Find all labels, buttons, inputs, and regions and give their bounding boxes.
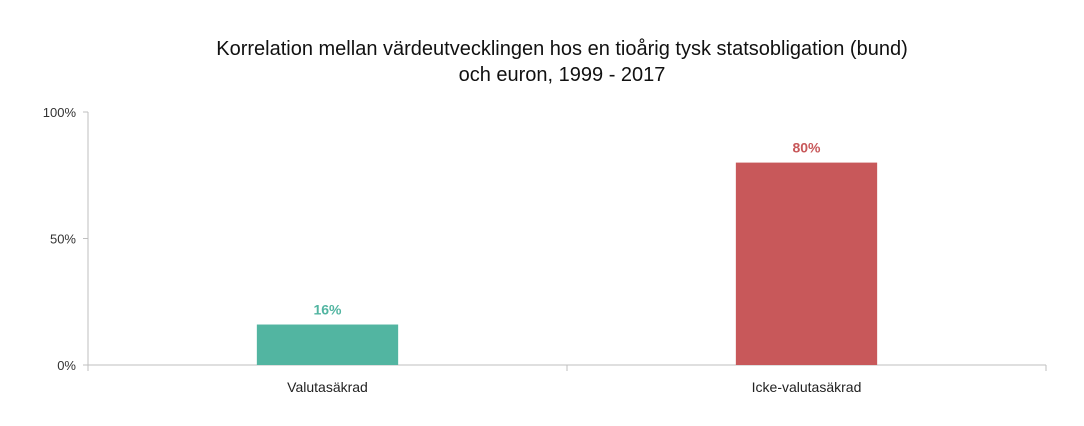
- x-category-label: Valutasäkrad: [287, 379, 368, 395]
- x-category-label: Icke-valutasäkrad: [752, 379, 862, 395]
- bar: [256, 324, 399, 365]
- data-label: 16%: [313, 302, 342, 318]
- y-tick-label: 50%: [50, 232, 76, 247]
- data-labels: 16% 80%: [313, 140, 821, 318]
- y-tick-label: 0%: [57, 358, 76, 373]
- chart-title-line-1: Korrelation mellan värdeutvecklingen hos…: [216, 38, 908, 60]
- chart-title: Korrelation mellan värdeutvecklingen hos…: [0, 36, 1084, 88]
- y-axis: 0% 50% 100%: [43, 105, 89, 373]
- bars: [256, 162, 878, 365]
- x-axis: Valutasäkrad Icke-valutasäkrad: [87, 364, 1047, 395]
- chart-title-line-2: och euron, 1999 - 2017: [458, 64, 666, 86]
- bar: [735, 162, 878, 365]
- y-tick-label: 100%: [43, 105, 77, 120]
- data-label: 80%: [792, 140, 821, 156]
